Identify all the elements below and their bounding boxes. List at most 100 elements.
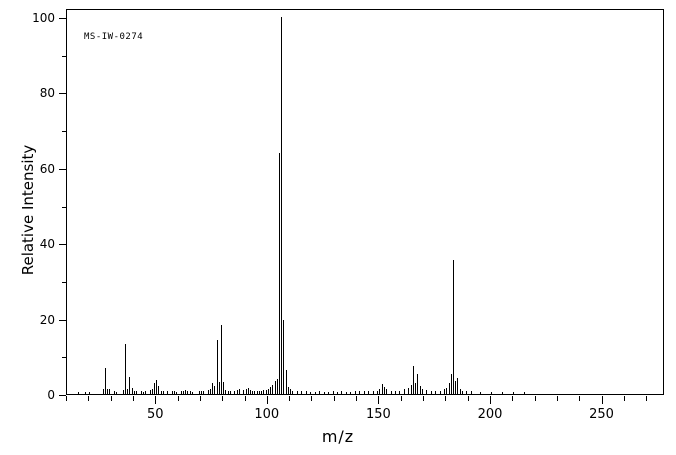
x-tick-label: 100	[254, 407, 280, 422]
spectrum-peak	[372, 390, 374, 394]
spectrum-peak	[415, 382, 417, 394]
spectrum-peak	[453, 260, 455, 394]
spectrum-peak	[113, 391, 115, 394]
spectrum-peak	[203, 391, 205, 394]
spectrum-peak	[444, 389, 446, 394]
x-tick-major	[601, 396, 603, 404]
y-tick-minor	[62, 131, 66, 133]
y-tick-major	[59, 93, 66, 95]
spectrum-peak	[323, 391, 325, 394]
plot-frame	[66, 9, 664, 395]
spectrum-peak	[247, 388, 249, 394]
spectrum-peak	[107, 388, 109, 394]
spectrum-peak	[109, 389, 111, 394]
y-tick-major	[59, 168, 66, 170]
spectrum-peak	[198, 391, 200, 394]
spectrum-peak	[214, 385, 216, 394]
spectrum-peak	[350, 391, 352, 394]
x-tick-minor	[177, 396, 179, 401]
x-tick-major	[490, 396, 491, 404]
spectrum-peak	[209, 388, 211, 394]
spectrum-peak	[265, 389, 267, 394]
spectrum-peak	[207, 390, 209, 394]
spectrum-peak	[290, 389, 292, 394]
spectrum-peak	[122, 389, 124, 394]
spectrum-peak	[249, 390, 251, 394]
spectrum-peak	[270, 387, 272, 394]
y-tick-major	[59, 18, 66, 19]
spectrum-peak	[341, 391, 343, 394]
y-tick-major	[59, 319, 66, 321]
spectrum-peak	[274, 381, 276, 394]
x-tick-minor	[512, 396, 514, 401]
spectrum-peak	[479, 391, 481, 394]
spectrum-peak	[439, 390, 441, 394]
spectrum-peak	[140, 391, 142, 394]
spectrum-peak	[336, 391, 338, 394]
spectrum-peak	[218, 381, 220, 394]
spectrum-peak	[435, 390, 437, 394]
spectrum-peak	[258, 390, 260, 394]
y-tick-minor	[62, 357, 66, 359]
spectrum-peak	[183, 390, 185, 394]
x-tick-minor	[445, 396, 447, 401]
spectrum-peak	[129, 377, 131, 394]
spectrum-peak	[430, 390, 432, 394]
spectrum-peak	[450, 374, 452, 394]
spectrum-peak	[125, 344, 126, 394]
spectrum-peak	[368, 391, 370, 394]
sample-id-label: MS-IW-0274	[84, 32, 144, 42]
spectrum-peak	[310, 391, 312, 394]
x-tick-minor	[333, 396, 335, 401]
x-axis-title: m/z	[321, 427, 355, 446]
y-tick-label: 80	[39, 86, 55, 101]
x-tick-minor	[66, 396, 67, 401]
y-axis-title: Relative Intensity	[19, 144, 37, 276]
spectrum-peak	[524, 391, 526, 394]
x-tick-major	[266, 396, 268, 404]
spectrum-peak	[261, 390, 263, 394]
spectrum-peak	[104, 367, 106, 394]
x-tick-label: 200	[477, 407, 503, 422]
spectrum-peak	[254, 391, 256, 394]
y-tick-minor	[62, 206, 66, 208]
spectrum-peak	[421, 389, 423, 394]
spectrum-peak	[305, 391, 307, 394]
spectrum-peak	[296, 390, 298, 394]
y-axis: Relative Intensity 0 20 40 60 80 100	[0, 0, 66, 455]
spectrum-peak	[151, 388, 153, 394]
spectrum-peak	[470, 391, 472, 394]
spectrum-peak	[227, 390, 229, 394]
x-tick-minor	[356, 396, 358, 401]
spectrum-peak	[185, 390, 187, 394]
spectrum-peak	[383, 386, 385, 394]
spectrum-peak	[142, 391, 144, 394]
spectrum-peak	[252, 390, 254, 394]
spectrum-peak	[502, 391, 504, 394]
spectrum-peak	[267, 388, 269, 394]
spectrum-peak	[171, 390, 173, 394]
spectrum-peak	[399, 390, 401, 394]
spectrum-peak	[390, 390, 392, 394]
spectrum-peak	[381, 383, 383, 394]
spectrum-peak	[220, 325, 222, 394]
spectrum-peak	[245, 389, 247, 394]
spectrum-peak	[78, 391, 80, 394]
spectrum-peak	[243, 389, 245, 394]
spectrum-peak	[457, 378, 459, 394]
spectrum-peak	[189, 391, 191, 394]
y-tick-major	[59, 244, 66, 246]
spectrum-peak	[154, 383, 156, 394]
spectrum-peak	[281, 17, 283, 394]
spectrum-peak	[84, 392, 86, 394]
spectrum-peak	[234, 390, 236, 394]
x-tick-minor	[556, 396, 558, 401]
spectrum-peak	[225, 389, 227, 394]
spectrum-peak	[319, 391, 321, 394]
spectrum-peak	[301, 391, 303, 394]
y-tick-label: 0	[47, 388, 55, 402]
x-tick-major	[378, 396, 380, 404]
spectrum-peak	[419, 386, 421, 394]
spectrum-peak	[332, 391, 334, 394]
